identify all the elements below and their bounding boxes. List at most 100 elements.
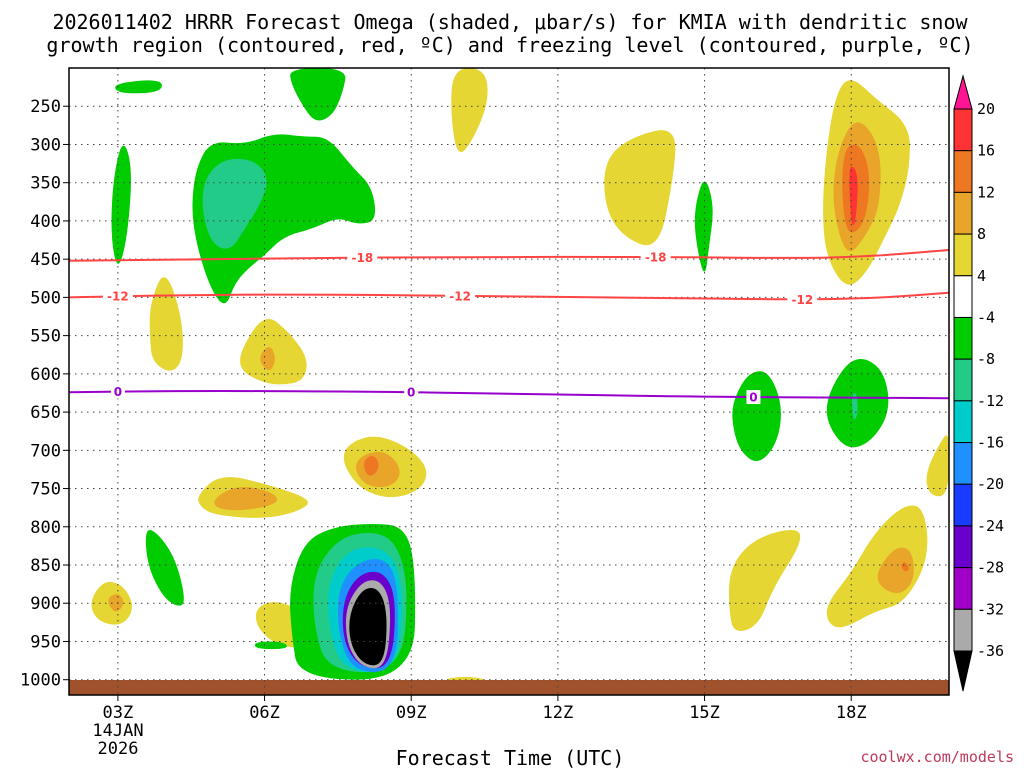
omega-region-14 — [604, 130, 676, 246]
contour-label-dendritic-top: -18 — [645, 250, 667, 264]
chart-title-line-2: growth region (contoured, red, ºC) and f… — [46, 33, 973, 57]
contour-layer: -18 -18 -12 -12 -12 0 0 0 — [69, 249, 949, 405]
colorbar-segment-6 — [953, 358, 973, 402]
contour-label-freezing-level: 0 — [407, 386, 415, 400]
colorbar-label-13: -36 — [977, 642, 1004, 660]
x-tick-label-15Z: 15Z — [689, 703, 720, 723]
y-tick-label-550: 550 — [30, 327, 61, 347]
x-tick-label-12Z: 12Z — [543, 703, 574, 723]
y-tick-label-1000: 1000 — [20, 671, 61, 691]
x-tick-label-03Z: 03Z — [103, 703, 134, 723]
colorbar-label-11: -28 — [977, 559, 1004, 577]
omega-region-13 — [451, 68, 488, 153]
colorbar-segment-9 — [953, 483, 973, 527]
colorbar-label-12: -32 — [977, 600, 1004, 618]
colorbar-label-4: 4 — [977, 267, 986, 285]
y-tick-label-800: 800 — [30, 518, 61, 538]
omega-region-30 — [877, 547, 914, 594]
y-tick-label-850: 850 — [30, 556, 61, 576]
x-tick-label-09Z: 09Z — [396, 703, 427, 723]
colorbar-label-7: -12 — [977, 392, 1004, 410]
x-axis: 03Z 06Z 09Z 12Z 15Z 18Z — [103, 695, 867, 723]
omega-region-3 — [202, 158, 267, 249]
colorbar-label-8: -16 — [977, 434, 1004, 452]
colorbar-segment-0 — [953, 108, 973, 152]
omega-region-8 — [852, 393, 858, 420]
credit-link[interactable]: coolwx.com/models — [860, 748, 1014, 766]
y-tick-label-600: 600 — [30, 365, 61, 385]
contour-label-bg-freezing-level — [746, 390, 761, 405]
y-tick-label-350: 350 — [30, 174, 61, 194]
colorbar-segment-5 — [953, 316, 973, 360]
contour-label-bg-freezing-level — [404, 385, 419, 400]
omega-region-5 — [694, 181, 713, 272]
y-tick-label-450: 450 — [30, 250, 61, 270]
colorbar-label-6: -8 — [977, 350, 995, 368]
colorbar-label-2: 12 — [977, 183, 995, 201]
colorbar-segment-11 — [953, 567, 973, 610]
contour-label-bg-dendritic-bottom — [787, 292, 818, 307]
omega-region-12 — [260, 347, 275, 371]
omega-region-9 — [145, 529, 184, 606]
omega-region-23 — [214, 486, 278, 511]
date-label-day: 14JAN — [92, 721, 143, 741]
x-tick-label-18Z: 18Z — [836, 703, 867, 723]
colorbar-top-triangle — [953, 74, 973, 110]
contour-label-bg-dendritic-bottom — [445, 288, 476, 303]
colorbar-label-9: -20 — [977, 475, 1004, 493]
contour-label-bg-freezing-level — [110, 384, 125, 399]
y-tick-label-700: 700 — [30, 441, 61, 461]
omega-region-29 — [826, 505, 928, 628]
y-tick-label-250: 250 — [30, 97, 61, 117]
contour-label-freezing-level: 0 — [114, 385, 122, 399]
omega-region-0 — [115, 80, 162, 94]
colorbar-segment-7 — [953, 400, 973, 444]
y-tick-label-400: 400 — [30, 212, 61, 232]
terrain-strip — [69, 680, 949, 695]
colorbar-segment-12 — [953, 608, 973, 652]
x-tick-label-06Z: 06Z — [249, 703, 280, 723]
x-axis-label: Forecast Time (UTC) — [396, 746, 625, 768]
omega-region-40 — [349, 588, 387, 666]
contour-label-bg-dendritic-top — [347, 250, 378, 265]
omega-shading-layer — [91, 68, 949, 686]
y-axis: 250 300 350 400 450 500 550 600 650 700 750 800 850 9… — [20, 97, 69, 691]
date-label-year: 2026 — [98, 739, 139, 759]
colorbar-label-3: 8 — [977, 225, 986, 243]
colorbar-label-1: 16 — [977, 142, 995, 160]
contour-freezing-level — [69, 390, 949, 400]
plot-frame — [68, 67, 950, 696]
colorbar-bottom-triangle — [953, 650, 973, 692]
y-tick-label-500: 500 — [30, 288, 61, 308]
contour-label-dendritic-bottom: -12 — [449, 289, 471, 303]
colorbar-label-10: -24 — [977, 517, 1004, 535]
y-tick-label-300: 300 — [30, 135, 61, 155]
omega-region-32 — [926, 435, 949, 497]
y-tick-label-650: 650 — [30, 403, 61, 423]
colorbar-label-5: -4 — [977, 308, 995, 326]
colorbar-segment-8 — [953, 442, 973, 485]
omega-region-21 — [363, 456, 379, 476]
contour-label-dendritic-bottom: -12 — [791, 293, 813, 307]
contour-dendritic-top — [69, 249, 949, 262]
omega-region-18 — [849, 166, 858, 226]
omega-region-10 — [149, 277, 183, 371]
omega-region-6 — [732, 371, 781, 462]
contour-dendritic-bottom — [69, 291, 949, 301]
omega-region-1 — [111, 145, 131, 264]
omega-region-28 — [729, 530, 801, 631]
colorbar: 20 16 12 8 4 -4 -8 -12 -16 -20 -24 -28 -32 -36 — [953, 74, 1004, 692]
colorbar-segment-3 — [953, 233, 973, 277]
contour-label-freezing-level: 0 — [749, 391, 757, 405]
colorbar-segment-1 — [953, 150, 973, 193]
contour-label-dendritic-bottom: -12 — [107, 290, 129, 304]
omega-region-34 — [254, 641, 287, 650]
contour-label-bg-dendritic-bottom — [102, 289, 133, 304]
omega-region-25 — [108, 594, 124, 612]
plot-area: -18 -18 -12 -12 -12 0 0 0 — [68, 67, 950, 696]
contour-label-bg-dendritic-top — [640, 249, 671, 264]
colorbar-label-0: 20 — [977, 100, 995, 118]
y-tick-label-750: 750 — [30, 480, 61, 500]
colorbar-segment-2 — [953, 191, 973, 235]
